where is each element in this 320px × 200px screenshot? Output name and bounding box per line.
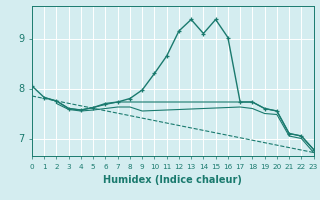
X-axis label: Humidex (Indice chaleur): Humidex (Indice chaleur) xyxy=(103,175,242,185)
